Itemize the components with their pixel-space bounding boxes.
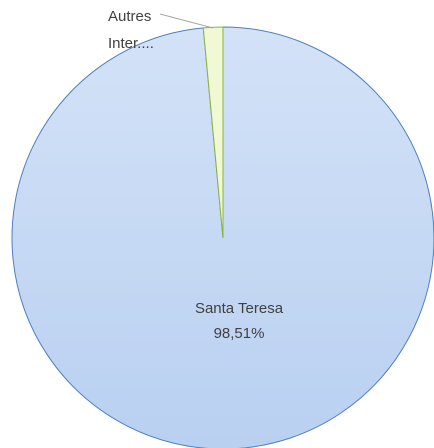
pie-slice	[11, 26, 434, 448]
leader-line	[159, 13, 214, 29]
slice-value-label: 98,51%	[214, 325, 265, 342]
slice-label: Santa Teresa	[195, 300, 284, 317]
pie-slice	[202, 26, 224, 239]
slice-label: Autres Inter....	[108, 8, 154, 52]
